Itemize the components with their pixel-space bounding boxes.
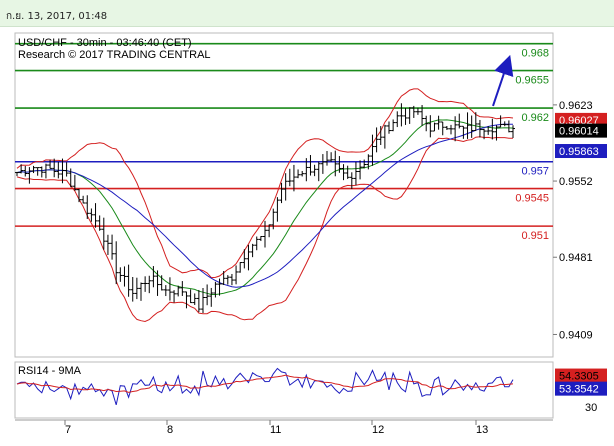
rsi-title: RSI14 - 9MA [18,365,82,377]
moving-average-long [16,123,514,288]
chart-title: USD/CHF - 30min - 03:46:40 (CET) [18,37,192,49]
resistance-level-label: 0.968 [521,48,549,60]
support-level-label: 0.9545 [515,193,549,205]
resistance-level-label: 0.962 [521,112,549,124]
chart-subtitle: Research © 2017 TRADING CENTRAL [18,49,211,61]
rsi-tag-label: 54.3305 [559,371,599,383]
projection-arrow [492,54,514,107]
x-tick-label: 12 [372,424,384,436]
y-tick-label: 0.9552 [559,176,593,188]
timestamp: ก.ย. 13, 2017, 01:48 [6,11,108,22]
support-level-label: 0.951 [521,230,549,242]
y-tick-label: 0.9481 [559,252,593,264]
price-tag [555,144,607,159]
chart-svg: 0.968 0.9655 0.962 0.957 0.9545 0.951 0.9623 0… [14,32,607,436]
price-tag-label: 0.96014 [559,126,599,138]
x-tick-label: 7 [65,424,71,436]
rsi-tag [555,368,607,383]
x-tick-label: 13 [476,424,488,436]
pivot-level-label: 0.957 [521,166,549,178]
price-tag-label: 0.95863 [559,146,599,158]
rsi-tag-label: 53.3542 [559,384,599,396]
price-tag [555,112,607,127]
rsi-tag [555,381,607,396]
resistance-level-label: 0.9655 [515,75,549,87]
x-tick-label: 11 [270,424,281,436]
x-tick-label: 8 [167,424,173,436]
rsi-panel [14,361,554,419]
y-tick-label: 0.9409 [559,329,593,341]
price-tag [555,123,607,138]
rsi-ma-line [16,374,514,393]
bollinger-upper [16,88,514,279]
header-bar: ก.ย. 13, 2017, 01:48 [0,0,614,27]
main-panel [14,32,554,358]
y-tick-label: 0.9623 [559,100,593,112]
rsi-y-tick-label: 30 [585,402,597,414]
